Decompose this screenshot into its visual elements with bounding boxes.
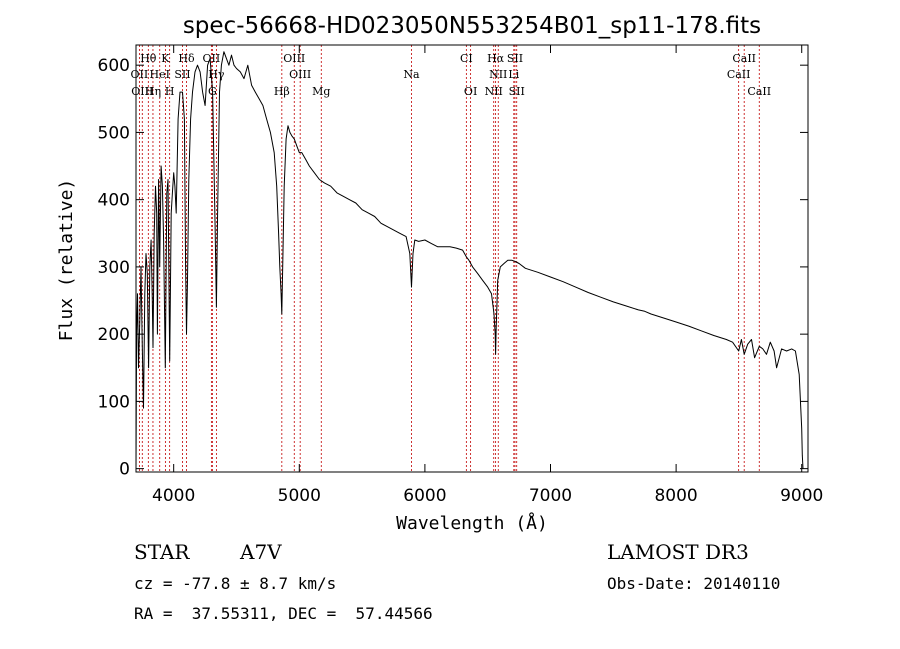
line-label: Hβ	[274, 85, 290, 98]
line-label: Li	[508, 68, 519, 81]
plot-frame	[135, 44, 809, 473]
x-tick-label: 6000	[403, 486, 446, 506]
line-label: HeI	[150, 68, 170, 81]
line-label: Mg	[312, 85, 330, 98]
coordinates: RA = 37.55311, DEC = 57.44566	[134, 604, 433, 623]
line-label: K	[161, 52, 170, 65]
object-type: STAR	[134, 540, 190, 564]
y-tick-label: 200	[98, 325, 130, 345]
redshift-readout: cz = -77.8 ± 8.7 km/s	[134, 574, 336, 593]
line-label: OII	[131, 68, 149, 81]
x-tick-label: 8000	[654, 486, 697, 506]
line-label: H	[165, 85, 175, 98]
x-axis-label: Wavelength (Å)	[396, 512, 548, 534]
spectrum-line	[135, 51, 804, 469]
line-label: Hα	[487, 52, 505, 65]
y-axis: 0 100 200 300 400 500 600	[98, 56, 808, 480]
line-label: CaII	[732, 52, 756, 65]
y-tick-label: 300	[98, 258, 130, 278]
line-label: Hθ	[140, 52, 157, 65]
x-axis: 4000 5000 6000 7000 8000 9000	[152, 45, 823, 506]
obs-date: Obs-Date: 20140110	[607, 574, 780, 593]
y-tick-label: 0	[119, 460, 130, 480]
x-tick-label: 4000	[152, 486, 195, 506]
line-label: SII	[174, 68, 190, 81]
line-label: Hη	[145, 85, 161, 98]
y-tick-label: 400	[98, 191, 130, 211]
line-label: CI	[460, 52, 473, 65]
line-label: OII	[203, 52, 221, 65]
line-label: OIII	[131, 85, 153, 98]
line-label: Na	[403, 68, 420, 81]
x-tick-label: 7000	[529, 486, 572, 506]
y-axis-label: Flux (relative)	[56, 179, 77, 342]
x-tick-label: 5000	[278, 486, 321, 506]
y-tick-label: 600	[98, 56, 130, 76]
y-tick-label: 100	[98, 392, 130, 412]
line-label: SII	[507, 52, 523, 65]
line-label: OIII	[283, 52, 305, 65]
x-tick-label: 9000	[780, 486, 823, 506]
line-label: CaII	[727, 68, 751, 81]
line-label: Hδ	[178, 52, 195, 65]
spectrum-layer	[135, 51, 804, 469]
spectral-line-markers	[138, 45, 760, 472]
line-label: NII	[485, 85, 503, 98]
line-label: NII	[489, 68, 507, 81]
object-subclass: A7V	[239, 540, 282, 564]
survey-name: LAMOST DR3	[607, 540, 749, 564]
y-tick-label: 500	[98, 123, 130, 143]
line-label: OIII	[289, 68, 311, 81]
chart-title: spec-56668-HD023050N553254B01_sp11-178.f…	[183, 13, 761, 39]
line-label: CaII	[747, 85, 771, 98]
line-label: OI	[464, 85, 477, 98]
line-label: SII	[509, 85, 525, 98]
